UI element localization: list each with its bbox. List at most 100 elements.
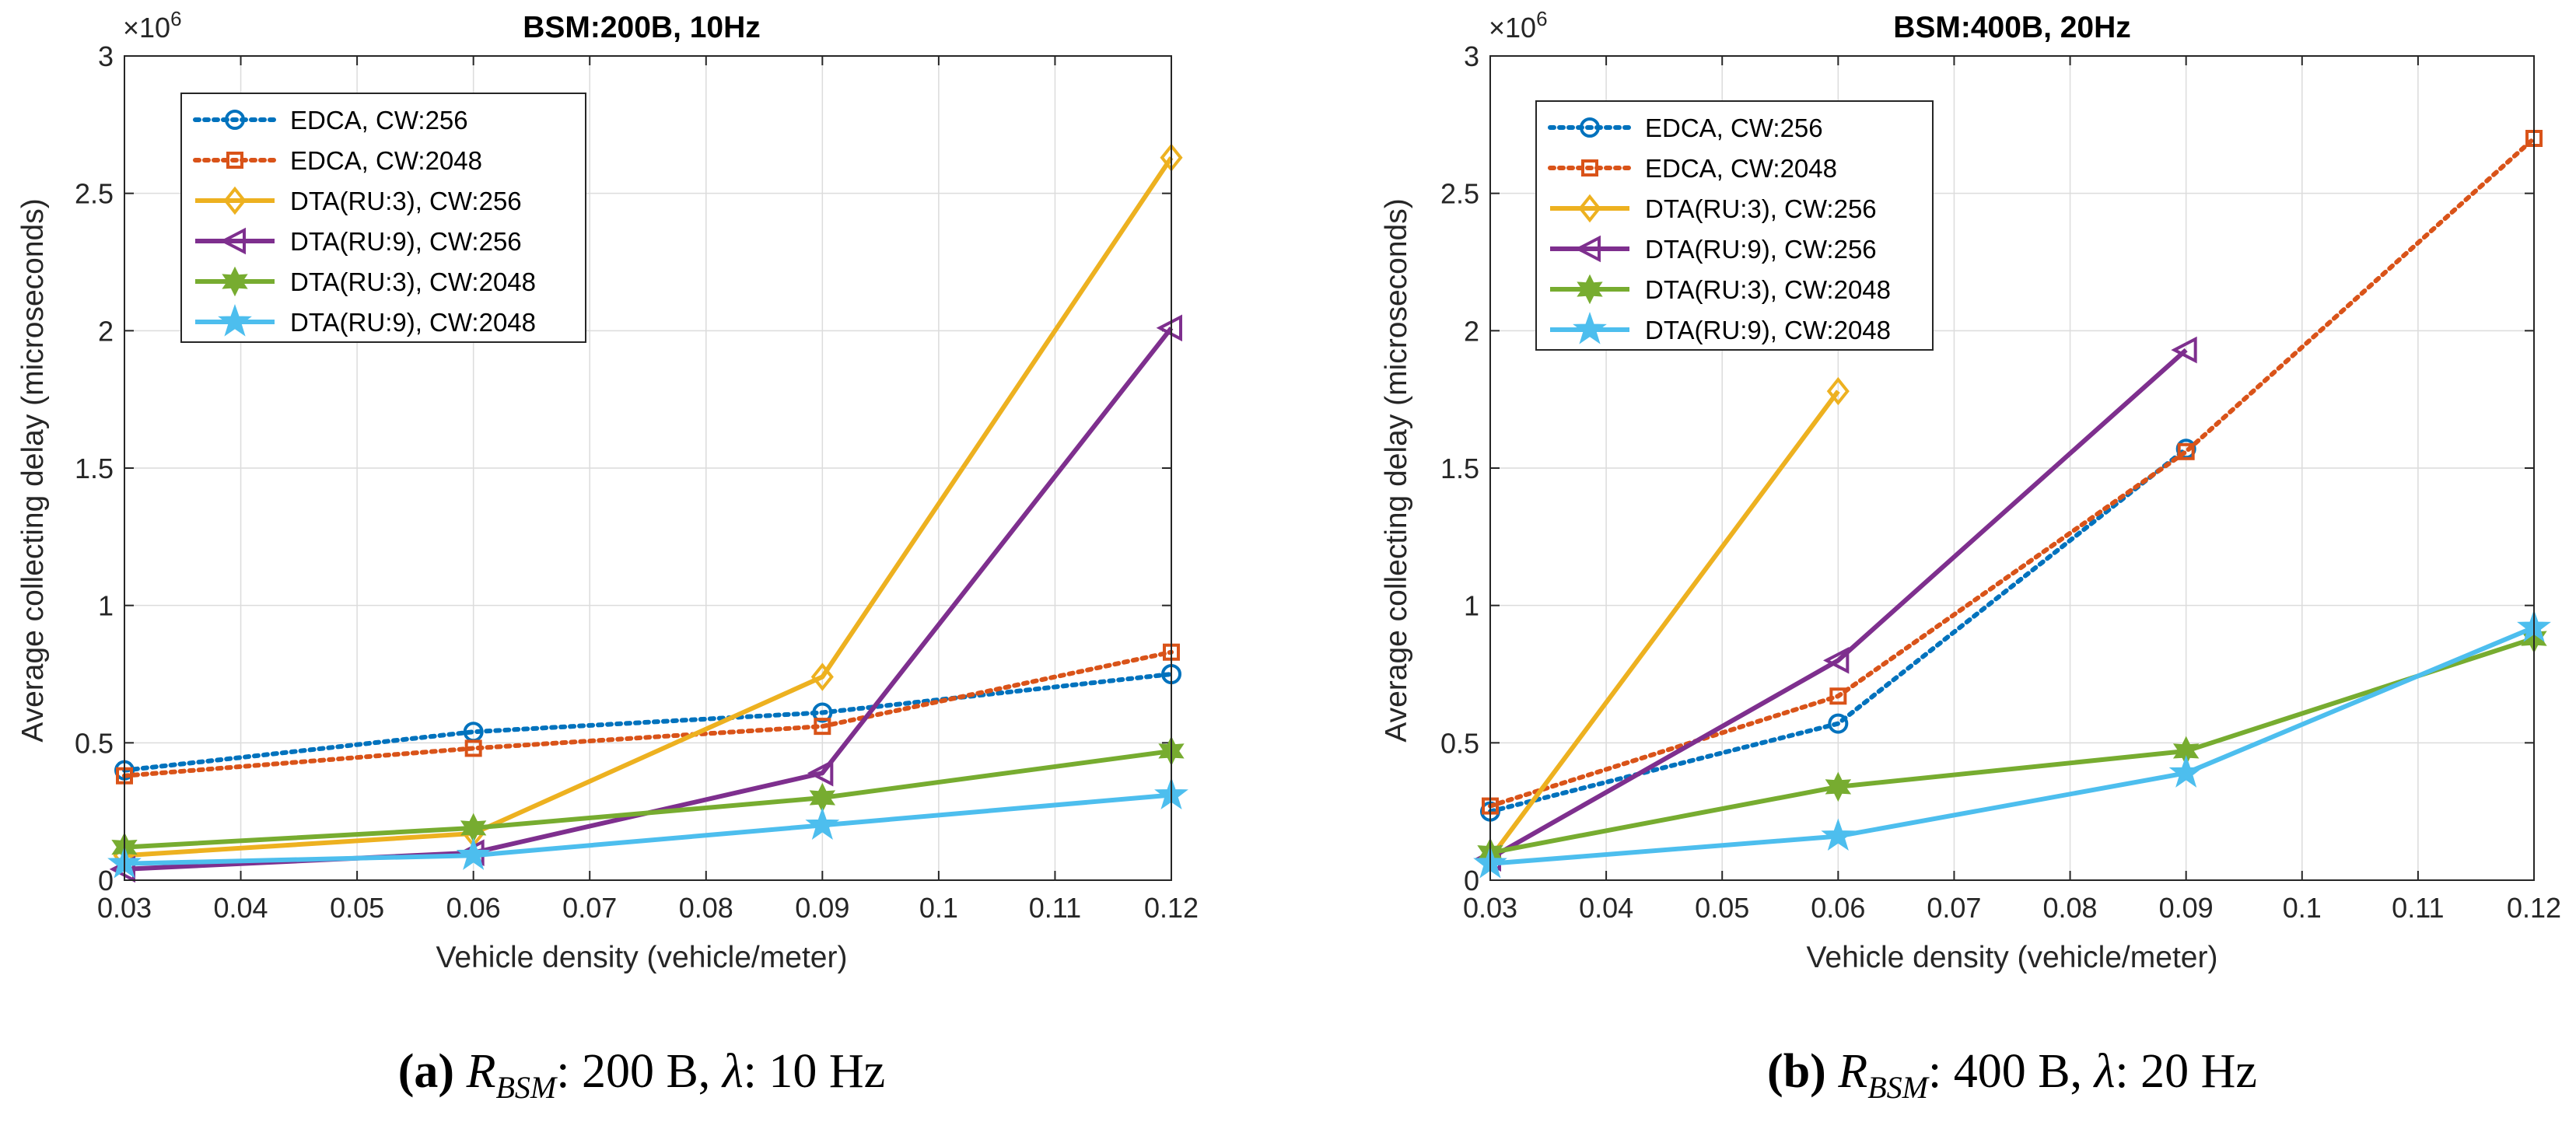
series-line	[124, 748, 1172, 850]
legend-item: DTA(RU:9), CW:2048	[195, 303, 536, 337]
x-tick-label: 0.05	[1695, 892, 1749, 924]
x-tick-label: 0.11	[2392, 892, 2444, 924]
legend-label: DTA(RU:3), CW:256	[1645, 194, 1877, 223]
y-axis-label: Average collecting delay (microseconds)	[1380, 198, 1413, 742]
marker-diamond	[223, 186, 247, 215]
x-tick-label: 0.06	[1811, 892, 1865, 924]
legend-label: DTA(RU:3), CW:2048	[290, 267, 536, 296]
series-line	[1489, 625, 2536, 866]
x-tick-label: 0.08	[2043, 892, 2098, 924]
series-line	[1488, 390, 1840, 860]
x-axis-label: Vehicle density (vehicle/meter)	[1807, 941, 2218, 974]
axes-frame	[124, 55, 1172, 881]
x-tick-label: 0.04	[214, 892, 268, 924]
legend-label: EDCA, CW:2048	[290, 146, 482, 175]
legend-item: DTA(RU:9), CW:256	[195, 227, 522, 256]
marker-square	[464, 739, 482, 757]
legend-label: DTA(RU:3), CW:2048	[1645, 275, 1891, 304]
marker-circle	[1580, 117, 1600, 138]
legend-item: DTA(RU:9), CW:256	[1550, 235, 1877, 264]
legend-label: EDCA, CW:256	[1645, 114, 1823, 142]
y-tick-label: 1.5	[75, 453, 114, 484]
legend-item: DTA(RU:3), CW:2048	[195, 266, 536, 297]
x-tick-label: 0.12	[1144, 892, 1199, 924]
marker-square	[2177, 442, 2195, 460]
marker-pentagram	[1821, 818, 1856, 851]
y-tick-label: 2.5	[75, 178, 114, 210]
chart-title: BSM:400B, 20Hz	[1893, 11, 2131, 44]
axes-frame	[1489, 55, 2535, 881]
y-tick-label: 2.5	[1440, 178, 1479, 210]
caption: (b) RBSM: 400 B, λ: 20 Hz	[1767, 1045, 2257, 1105]
y-multiplier: ×106	[123, 7, 182, 44]
legend-item: DTA(RU:3), CW:2048	[1550, 274, 1891, 305]
marker-pentagram	[456, 837, 491, 870]
chart-panel-b: BSM:400B, 20Hz ×106 Average collecting d…	[1380, 7, 2561, 1105]
marker-square	[814, 718, 831, 736]
marker-diamond	[1578, 194, 1601, 223]
legend-item: EDCA, CW:2048	[193, 146, 482, 175]
marker-square	[226, 152, 243, 169]
y-tick-label: 0.5	[75, 727, 114, 759]
y-tick-label: 1	[1464, 590, 1479, 622]
x-tick-label: 0.1	[2283, 892, 2322, 924]
marker-circle	[225, 110, 245, 130]
marker-pentagram	[218, 303, 252, 337]
chart-panel-a: BSM:200B, 10Hz ×106 Average collecting d…	[16, 7, 1199, 1105]
y-multiplier: ×106	[1489, 7, 1548, 44]
y-tick-label: 2	[98, 315, 114, 347]
y-tick-label: 0.5	[1440, 727, 1479, 759]
legend: EDCA, CW:256 EDCA, CW:2048 DTA(RU:3), CW:2…	[180, 93, 586, 343]
marker-square	[1581, 159, 1598, 177]
marker-diamond	[1826, 376, 1850, 406]
legend-label: DTA(RU:9), CW:2048	[1645, 316, 1891, 344]
legend-item: EDCA, CW:2048	[1548, 154, 1837, 183]
marker-pentagram	[805, 807, 840, 840]
marker-circle	[812, 702, 833, 723]
x-tick-label: 0.05	[330, 892, 384, 924]
series-line	[124, 792, 1172, 866]
series-line	[1488, 136, 2536, 809]
x-tick-label: 0.09	[795, 892, 849, 924]
legend-label: EDCA, CW:256	[290, 106, 468, 135]
y-tick-label: 3	[98, 40, 114, 72]
x-tick-label: 0.06	[446, 892, 501, 924]
series-line	[1489, 348, 2188, 861]
series-line	[124, 156, 1174, 858]
legend-item: DTA(RU:3), CW:256	[1550, 194, 1877, 223]
marker-hexagram	[1577, 274, 1603, 305]
legend-item: DTA(RU:3), CW:256	[195, 186, 522, 215]
x-tick-label: 0.09	[2159, 892, 2214, 924]
legend-item: DTA(RU:9), CW:2048	[1550, 311, 1891, 344]
marker-triangle	[807, 759, 834, 787]
x-axis-label: Vehicle density (vehicle/meter)	[436, 941, 848, 974]
y-tick-label: 2	[1464, 315, 1479, 347]
x-tick-label: 0.1	[919, 892, 958, 924]
marker-triangle	[1574, 235, 1601, 263]
series-2	[116, 643, 1180, 785]
legend: EDCA, CW:256 EDCA, CW:2048 DTA(RU:3), CW:2…	[1535, 100, 1934, 351]
x-tick-label: 0.04	[1579, 892, 1633, 924]
x-tick-label: 0.12	[2507, 892, 2561, 924]
y-axis-label: Average collecting delay (microseconds)	[16, 198, 50, 742]
series-line	[122, 649, 1174, 778]
x-tick-label: 0.03	[97, 892, 152, 924]
y-tick-label: 0	[98, 865, 114, 897]
marker-pentagram	[1573, 311, 1607, 344]
chart-title: BSM:200B, 10Hz	[523, 11, 761, 44]
marker-triangle	[1156, 314, 1182, 342]
marker-circle	[1828, 713, 1849, 734]
x-tick-label: 0.08	[679, 892, 733, 924]
x-tick-label: 0.03	[1463, 892, 1517, 924]
series-line	[122, 672, 1174, 773]
x-tick-label: 0.11	[1029, 892, 1081, 924]
marker-triangle	[1822, 647, 1850, 674]
marker-pentagram	[2168, 755, 2203, 788]
marker-diamond	[810, 662, 834, 691]
legend-label: DTA(RU:9), CW:2048	[290, 308, 536, 337]
y-tick-label: 3	[1464, 40, 1479, 72]
x-tick-label: 0.07	[1927, 892, 1981, 924]
legend-label: DTA(RU:3), CW:256	[290, 187, 522, 215]
legend-label: DTA(RU:9), CW:256	[1645, 235, 1877, 264]
series-line	[1488, 446, 2189, 814]
